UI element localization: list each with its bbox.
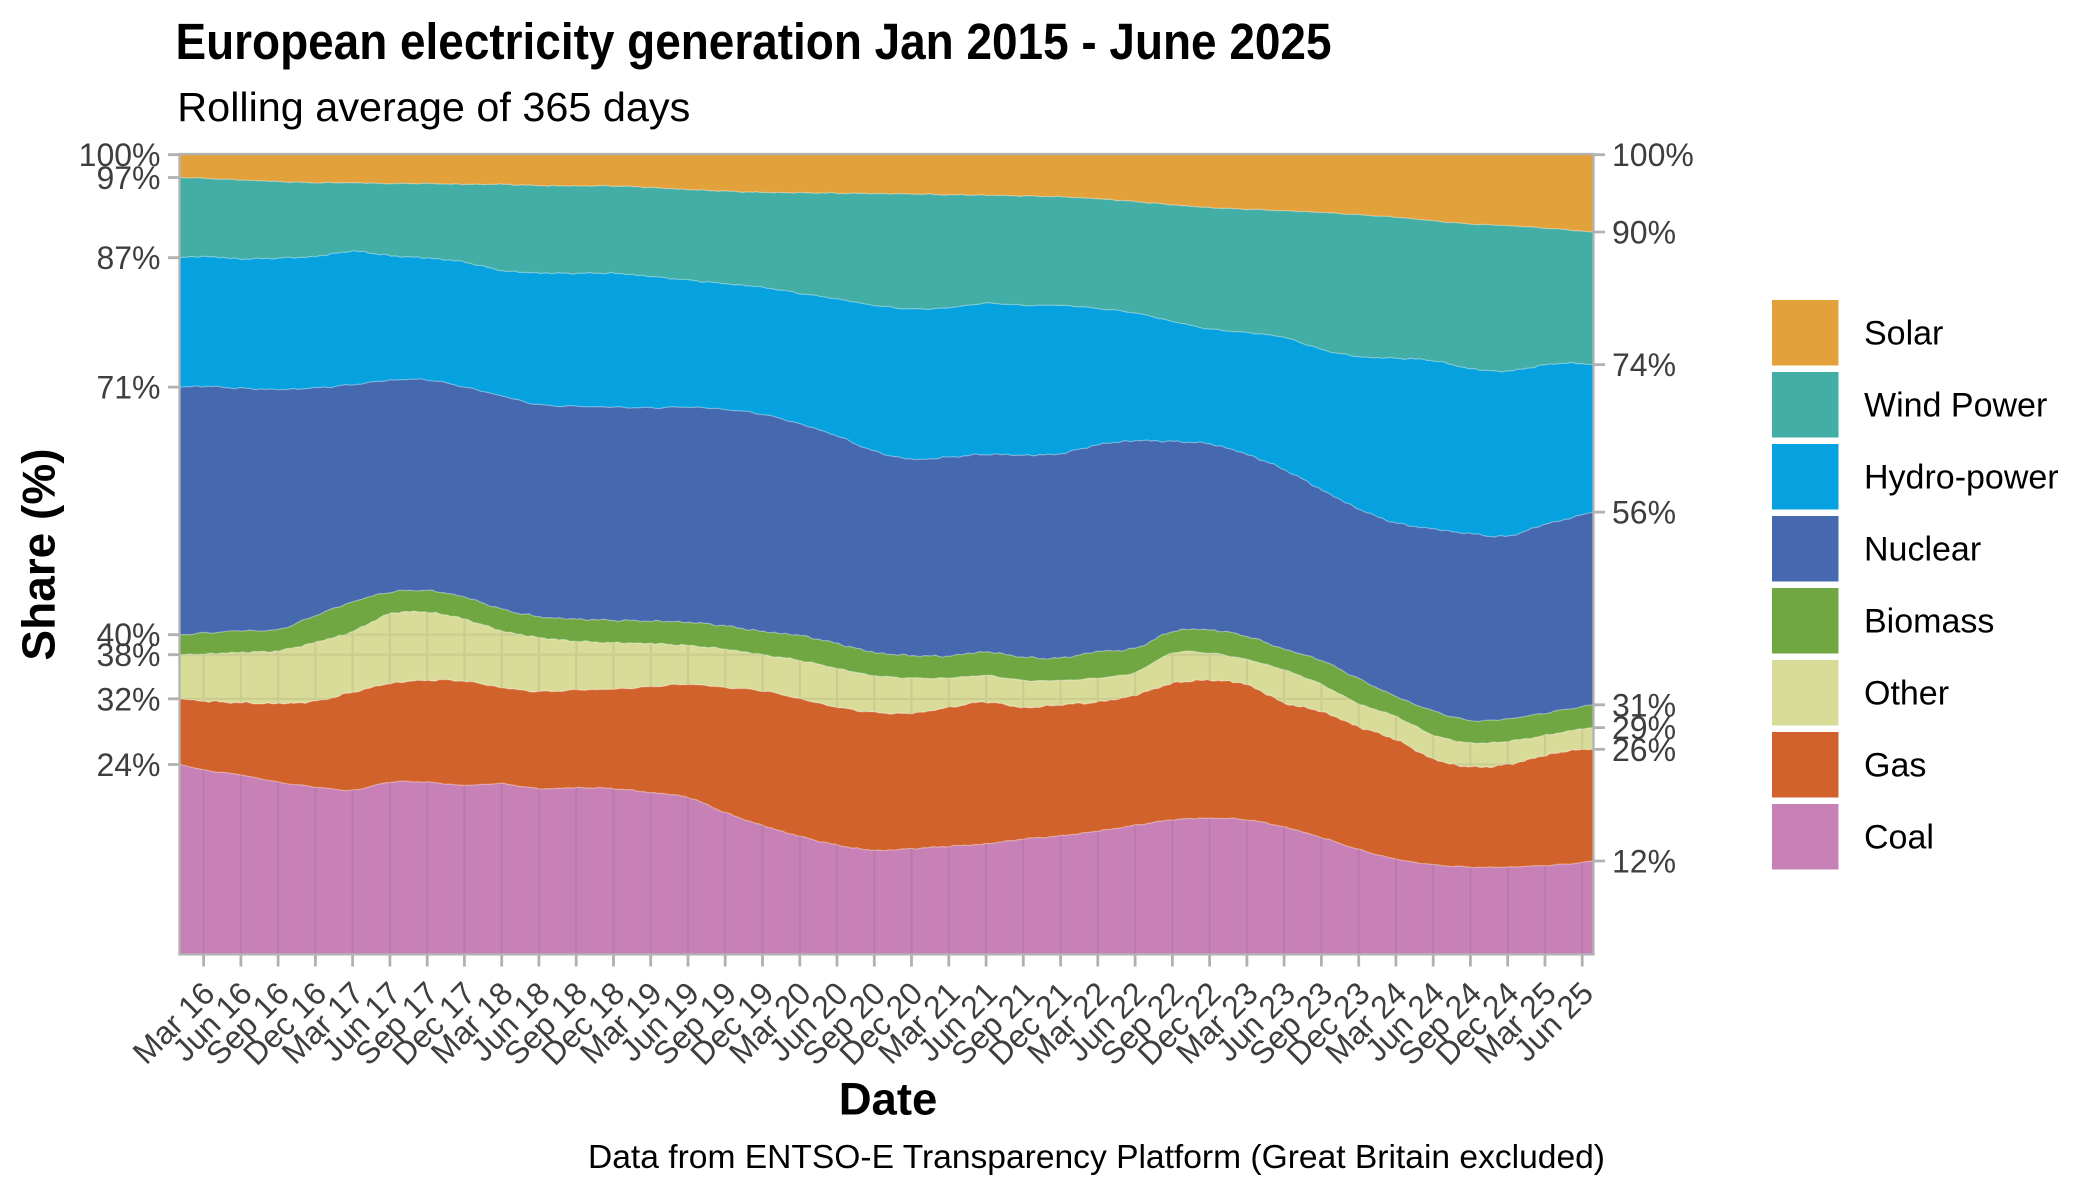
svg-text:38%: 38% bbox=[96, 637, 160, 673]
svg-text:Gas: Gas bbox=[1864, 747, 1926, 785]
svg-text:Rolling average of 365 days: Rolling average of 365 days bbox=[177, 84, 690, 130]
svg-text:87%: 87% bbox=[96, 240, 160, 276]
svg-text:12%: 12% bbox=[1612, 844, 1676, 880]
svg-text:Nuclear: Nuclear bbox=[1864, 531, 1981, 569]
svg-text:Hydro-power: Hydro-power bbox=[1864, 459, 2059, 497]
svg-text:32%: 32% bbox=[96, 681, 160, 717]
svg-text:Biomass: Biomass bbox=[1864, 603, 1994, 641]
svg-text:European electricity generatio: European electricity generation Jan 2015… bbox=[176, 13, 1332, 70]
svg-text:26%: 26% bbox=[1612, 732, 1676, 768]
svg-text:Other: Other bbox=[1864, 675, 1949, 713]
svg-text:Solar: Solar bbox=[1864, 315, 1943, 353]
svg-text:90%: 90% bbox=[1612, 215, 1676, 251]
svg-text:40%: 40% bbox=[96, 617, 160, 653]
svg-text:100%: 100% bbox=[79, 137, 161, 173]
svg-text:Date: Date bbox=[839, 1074, 938, 1125]
svg-text:Data from ENTSO-E Transparency: Data from ENTSO-E Transparency Platform … bbox=[588, 1138, 1605, 1175]
svg-text:97%: 97% bbox=[96, 160, 160, 196]
svg-text:100%: 100% bbox=[1612, 137, 1694, 173]
svg-text:Share (%): Share (%) bbox=[13, 448, 65, 660]
svg-text:56%: 56% bbox=[1612, 495, 1676, 531]
svg-text:71%: 71% bbox=[96, 370, 160, 406]
svg-text:Coal: Coal bbox=[1864, 819, 1934, 857]
svg-text:31%: 31% bbox=[1612, 687, 1676, 723]
svg-text:24%: 24% bbox=[96, 747, 160, 783]
svg-text:29%: 29% bbox=[1612, 710, 1676, 746]
svg-text:Wind Power: Wind Power bbox=[1864, 387, 2047, 425]
svg-text:74%: 74% bbox=[1612, 347, 1676, 383]
